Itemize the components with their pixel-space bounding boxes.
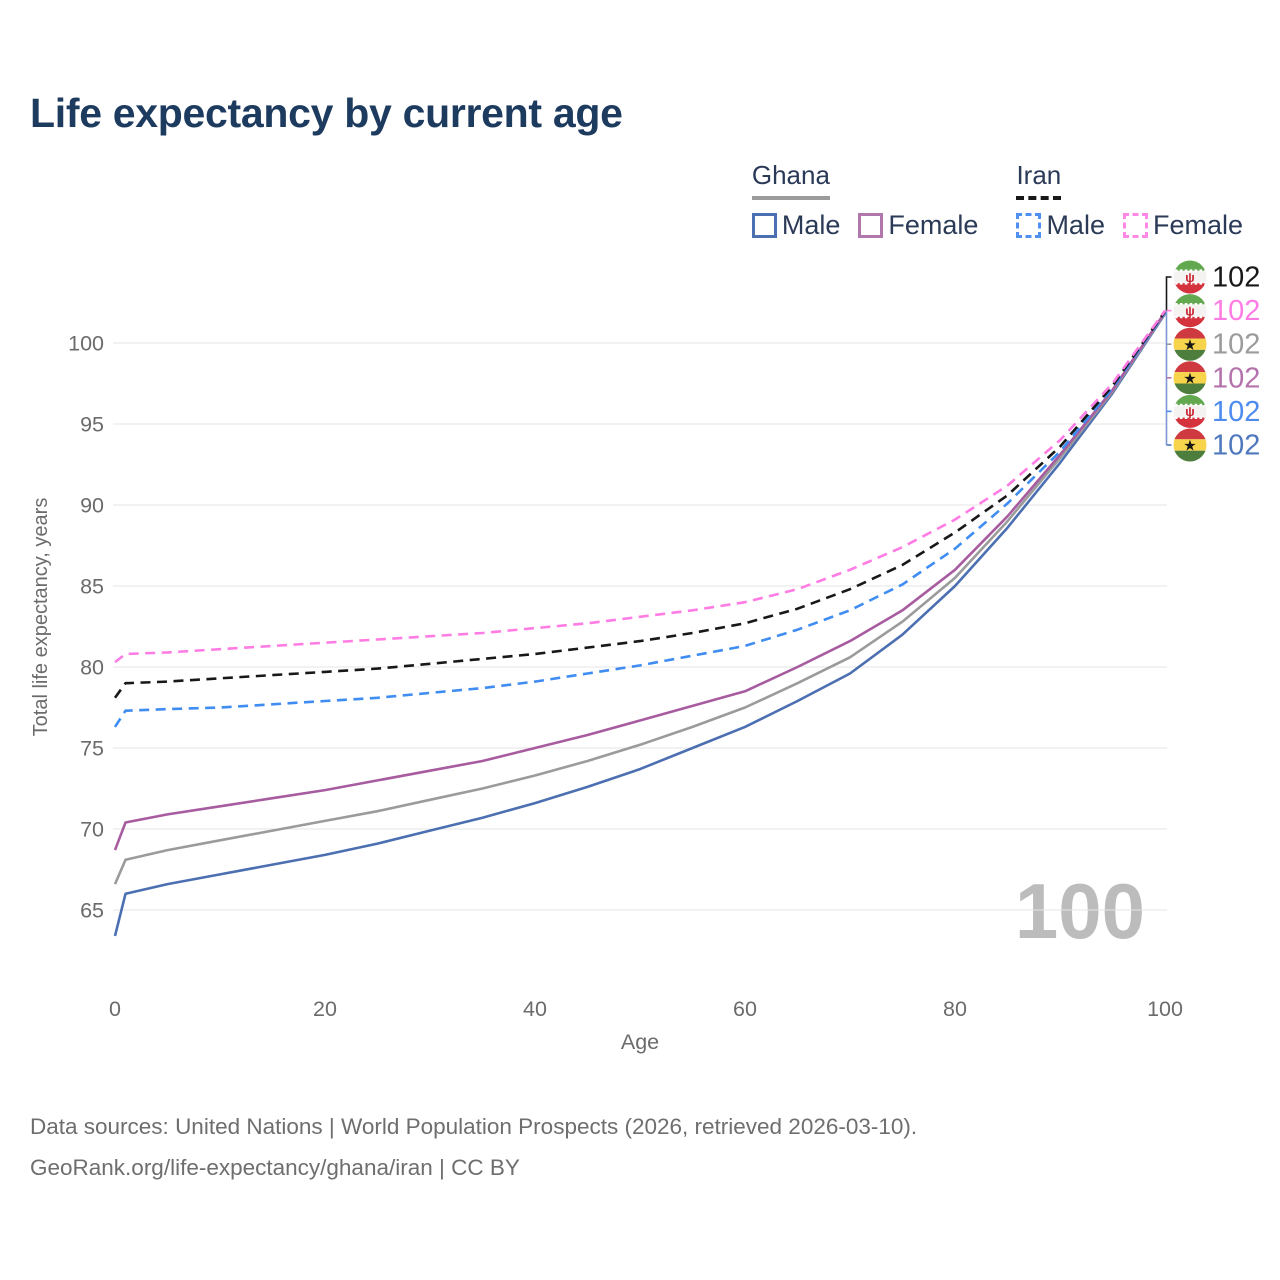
legend-country-iran[interactable]: Iran — [1016, 160, 1062, 200]
flag-icon-iran: ψ — [1173, 260, 1207, 294]
svg-text:ψ: ψ — [1185, 304, 1194, 318]
legend-swatch-iran-female — [1122, 213, 1148, 238]
legend-group-ghana: Ghana Male Female — [751, 160, 978, 241]
y-tick-label: 85 — [80, 575, 104, 599]
legend-items-iran: Male Female — [1016, 210, 1243, 241]
legend-swatch-ghana-female — [858, 213, 884, 238]
series-line-iran[interactable] — [113, 310, 1167, 699]
y-tick-label: 65 — [80, 899, 104, 923]
legend-group-iran: Iran Male Female — [1016, 160, 1243, 241]
legend-swatch-ghana-male — [751, 213, 777, 238]
legend-label-iran-female: Female — [1152, 210, 1243, 240]
y-tick-label: 90 — [80, 494, 104, 518]
svg-text:ψ: ψ — [1185, 405, 1194, 419]
x-tick-label: 0 — [109, 997, 121, 1021]
x-axis-title: Age — [621, 1030, 659, 1054]
legend-label-iran-male: Male — [1046, 210, 1105, 240]
x-tick-label: 80 — [943, 997, 967, 1021]
flag-icon-ghana: ★ — [1173, 428, 1207, 462]
end-value: 102 — [1212, 262, 1260, 294]
legend-country-ghana[interactable]: Ghana — [751, 160, 830, 200]
end-label-iran-female[interactable]: ψ 102 — [1173, 294, 1260, 328]
svg-text:ψ: ψ — [1185, 271, 1194, 285]
flag-icon-iran: ψ — [1173, 394, 1207, 428]
y-tick-label: 100 — [68, 332, 104, 356]
series-line-iran-male[interactable] — [113, 311, 1167, 728]
legend-item-iran-male[interactable]: Male — [1016, 210, 1105, 241]
page-title: Life expectancy by current age — [30, 90, 623, 136]
series-line-iran-female[interactable] — [114, 309, 1167, 664]
y-tick-label: 75 — [80, 737, 104, 761]
footer: Data sources: United Nations | World Pop… — [30, 1106, 917, 1188]
flag-icon-ghana: ★ — [1173, 361, 1207, 395]
end-label-ghana-female[interactable]: ★ 102 — [1173, 361, 1260, 395]
y-tick-label: 80 — [80, 656, 104, 680]
legend-item-iran-female[interactable]: Female — [1122, 210, 1243, 241]
leader-line-up — [1165, 276, 1172, 311]
legend-item-ghana-male[interactable]: Male — [751, 210, 841, 241]
legend: Ghana Male Female Iran Male Female — [751, 160, 1243, 241]
series-line-ghana-female[interactable] — [113, 311, 1167, 851]
svg-text:★: ★ — [1183, 370, 1196, 387]
end-label-ghana-male[interactable]: ★ 102 — [1173, 428, 1260, 462]
legend-items-ghana: Male Female — [751, 210, 978, 241]
footer-data-sources: Data sources: United Nations | World Pop… — [30, 1114, 918, 1139]
end-value: 102 — [1212, 362, 1260, 394]
x-tick-label: 60 — [733, 997, 757, 1021]
x-tick-label: 40 — [523, 997, 547, 1021]
flag-icon-ghana: ★ — [1173, 327, 1207, 361]
x-tick-label: 100 — [1147, 997, 1183, 1021]
legend-swatch-iran-male — [1016, 213, 1042, 238]
end-label-iran-male[interactable]: ψ 102 — [1173, 394, 1260, 428]
footer-attribution: GeoRank.org/life-expectancy/ghana/iran |… — [30, 1155, 520, 1180]
end-label-ghana[interactable]: ★ 102 — [1173, 327, 1260, 361]
end-label-iran[interactable]: ψ 102 — [1173, 260, 1260, 294]
watermark-age-100: 100 — [1015, 867, 1145, 955]
end-value: 102 — [1212, 329, 1260, 361]
end-value: 102 — [1212, 430, 1260, 462]
x-tick-label: 20 — [313, 997, 337, 1021]
legend-label-ghana-female: Female — [888, 210, 979, 240]
end-value: 102 — [1212, 396, 1260, 428]
svg-text:★: ★ — [1183, 438, 1196, 455]
legend-item-ghana-female[interactable]: Female — [858, 210, 978, 241]
y-tick-label: 95 — [80, 413, 104, 437]
y-tick-label: 70 — [80, 818, 104, 842]
svg-text:★: ★ — [1183, 337, 1196, 354]
end-value: 102 — [1212, 295, 1260, 327]
series-line-ghana[interactable] — [113, 312, 1167, 885]
series-line-ghana-male[interactable] — [113, 313, 1167, 937]
flag-icon-iran: ψ — [1173, 294, 1207, 328]
y-axis-title: Total life expectancy, years — [30, 498, 52, 737]
legend-label-ghana-male: Male — [781, 210, 841, 240]
